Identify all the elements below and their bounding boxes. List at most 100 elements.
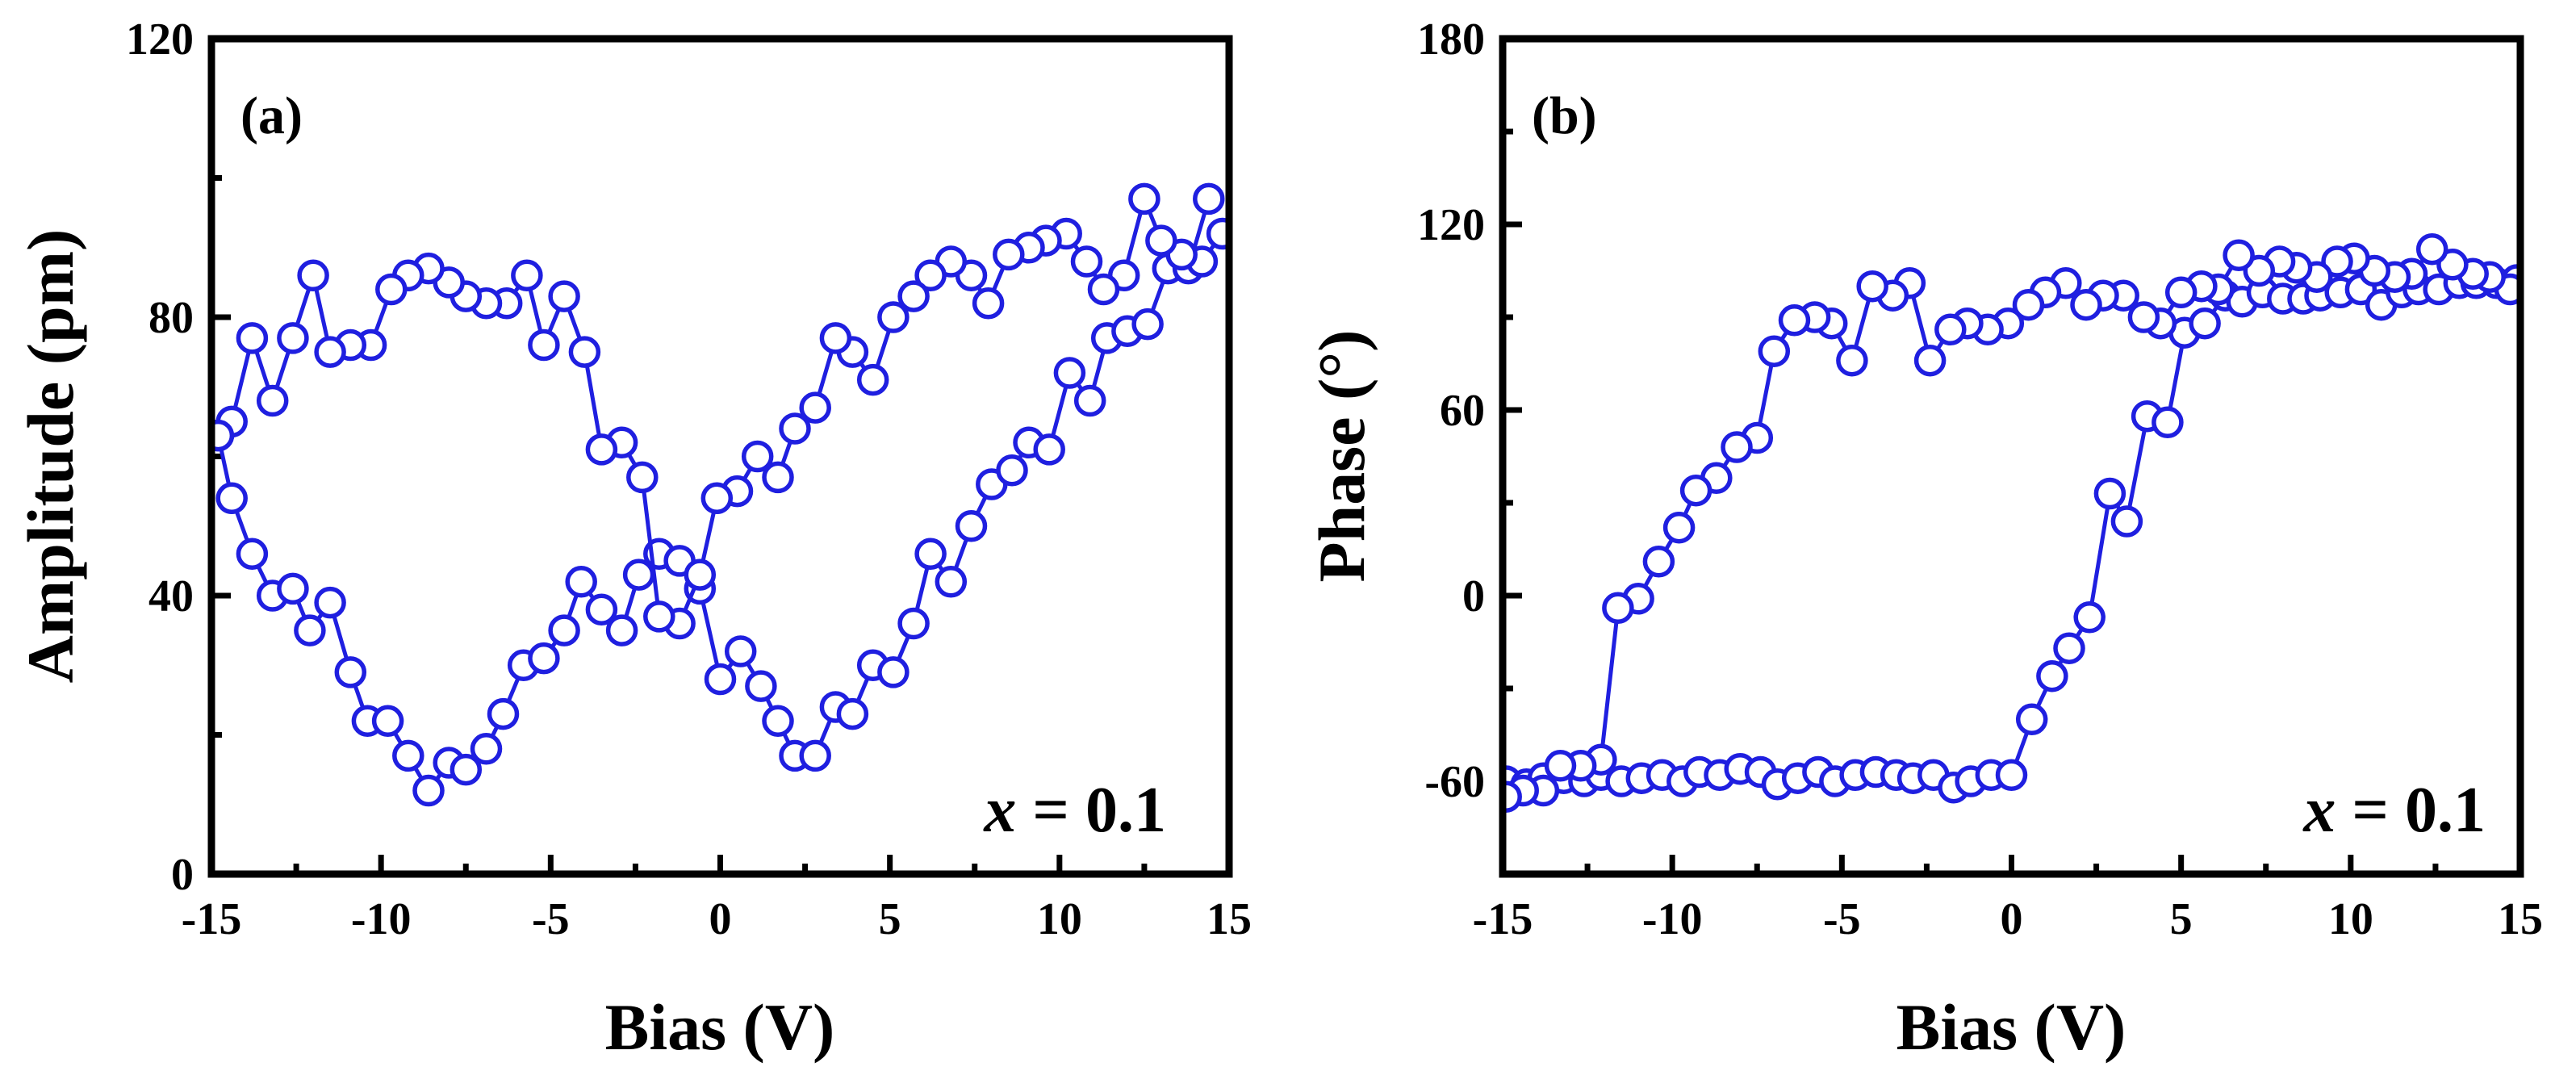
- panel-b-data-point: [2073, 601, 2106, 634]
- panel-a-data-point: [643, 600, 675, 633]
- panel-b-annotation: x = 0.1: [2302, 775, 2486, 846]
- panel-b-xtick-labels: -15 -10 -5 0 5 10 15: [1473, 894, 2543, 944]
- panel-a-data-point: [236, 538, 269, 571]
- panel-a-data-point: [215, 482, 248, 515]
- panel-a-frame: [207, 35, 1233, 878]
- panel-a-data-point: [511, 259, 543, 292]
- panel-a-data-point: [277, 572, 309, 605]
- panel-a-xtick-label: -10: [351, 894, 412, 944]
- panel-a-data-point: [836, 697, 869, 730]
- panel-b-data-point: [2164, 276, 2198, 309]
- panel-a-data-point: [762, 705, 794, 738]
- panel-a-data-point: [897, 280, 930, 312]
- panel-b-xtick-label: 15: [2498, 894, 2543, 944]
- panel-a-xtick-label: -5: [532, 894, 570, 944]
- panel-a-data-point: [565, 566, 597, 598]
- panel-b-ytick-label: 180: [1417, 15, 1485, 65]
- panel-b-annotation-value: = 0.1: [2336, 775, 2486, 846]
- panel-a-data-point: [412, 774, 445, 807]
- panel-a-data-point: [392, 739, 424, 772]
- panel-b-data-point: [2110, 505, 2143, 538]
- panel-b-data-point: [2127, 301, 2160, 333]
- panel-a-data-point: [914, 259, 947, 292]
- panel-a-data-point: [294, 614, 326, 646]
- panel-b-data-point: [2012, 288, 2045, 321]
- panel-b-data-point: [1995, 759, 2028, 792]
- panel-a-data-point: [470, 733, 503, 765]
- panel-b-data-point: [2036, 659, 2068, 692]
- panel-a-data-point: [1033, 433, 1065, 466]
- panel-a-data-point: [955, 510, 988, 542]
- panel-b-ytick-label: 0: [1462, 571, 1485, 621]
- panel-b-data-point: [2415, 232, 2448, 266]
- panel-b-series-line: [1505, 278, 2518, 790]
- panel-b-data-point: [2015, 703, 2048, 736]
- panel-a-data-point: [548, 614, 580, 646]
- panel-a-data-point: [371, 705, 404, 738]
- panel-b-label: (b): [1532, 86, 1597, 145]
- panel-b-series-2: [1503, 232, 2520, 813]
- panel-a-data-point: [626, 461, 659, 494]
- panel-a-ytick-labels: 0 40 80 120: [126, 15, 194, 900]
- panel-a-data-point: [724, 635, 757, 667]
- panel-a-data-point: [996, 454, 1028, 487]
- panel-a-data-point: [1131, 308, 1164, 341]
- panel-a-data-point: [236, 322, 269, 354]
- panel-a-annotation-var: x: [983, 775, 1016, 846]
- panel-b-data-point: [1602, 592, 1634, 625]
- panel-b-data-point: [1544, 750, 1577, 782]
- panel-a-data-point: [528, 328, 560, 362]
- panel-b-data-point: [1662, 511, 1696, 544]
- panel-a-data-point: [700, 482, 734, 515]
- panel-b-data-point: [2053, 632, 2085, 664]
- panel-a-series-2: [211, 182, 1229, 640]
- panel-a-data-point: [745, 670, 777, 702]
- panel-a-data-point: [211, 419, 235, 452]
- panel-b: -15 -10 -5 0 5 10 15 -60 0 60 120 180 Bias (V) Pha…: [1305, 15, 2543, 1064]
- panel-a-data-point: [585, 433, 618, 466]
- panel-a-ytick-label: 0: [171, 850, 194, 900]
- panel-a-label: (a): [240, 86, 303, 145]
- panel-a-data-point: [779, 412, 811, 445]
- panel-b-data-point: [1679, 474, 1712, 507]
- panel-a-data-point: [856, 363, 889, 396]
- panel-a-data-point: [799, 391, 831, 424]
- panel-a-data-point: [1070, 245, 1103, 278]
- panel-a-data-point: [585, 593, 618, 626]
- panel-a-data-point: [993, 238, 1025, 271]
- panel-a-data-point: [1145, 224, 1177, 257]
- panel-a-xtick-label: 0: [709, 894, 732, 944]
- panel-a-data-point: [741, 440, 774, 473]
- panel-a-data-point: [548, 280, 580, 312]
- panel-a-data-point: [450, 753, 483, 786]
- panel-b-series-1: [1503, 264, 2520, 804]
- panel-a-data-point: [1087, 273, 1120, 306]
- panel-b-ytick-labels: -60 0 60 120 180: [1417, 15, 1485, 807]
- panel-a-data-point: [972, 287, 1005, 320]
- panel-b-data-point: [2152, 406, 2184, 439]
- panel-a-data-point: [314, 586, 346, 619]
- panel-b-data-point: [1721, 431, 1753, 463]
- panel-a-plot-area: [211, 182, 1229, 807]
- panel-b-ylabel: Phase (°): [1305, 330, 1378, 583]
- panel-b-frame: [1499, 35, 2524, 878]
- panel-a-data-point: [277, 322, 309, 354]
- panel-a-series: [211, 182, 1229, 807]
- panel-a-data-point: [487, 697, 520, 730]
- panel-b-data-point: [2321, 245, 2353, 278]
- panel-b-data-point: [1934, 313, 1967, 346]
- panel-a: -15 -10 -5 0 5 10 15 0 40 80 120 Bias (V) Amplitu…: [14, 15, 1252, 1064]
- panel-a-data-point: [684, 559, 717, 591]
- panel-b-ytick-label: 120: [1417, 200, 1485, 250]
- panel-b-data-point: [1778, 304, 1811, 337]
- panel-a-data-point: [762, 461, 794, 494]
- panel-a-data-point: [1073, 384, 1106, 417]
- panel-a-xtick-label: 5: [879, 894, 901, 944]
- panel-a-xtick-label: -15: [182, 894, 242, 944]
- panel-b-data-point: [2093, 477, 2126, 510]
- panel-a-data-point: [935, 566, 968, 598]
- panel-a-annotation-value: = 0.1: [1016, 775, 1166, 846]
- panel-b-data-point: [1642, 546, 1675, 578]
- panel-a-ytick-label: 80: [148, 293, 194, 343]
- panel-b-grid: [1499, 36, 2524, 874]
